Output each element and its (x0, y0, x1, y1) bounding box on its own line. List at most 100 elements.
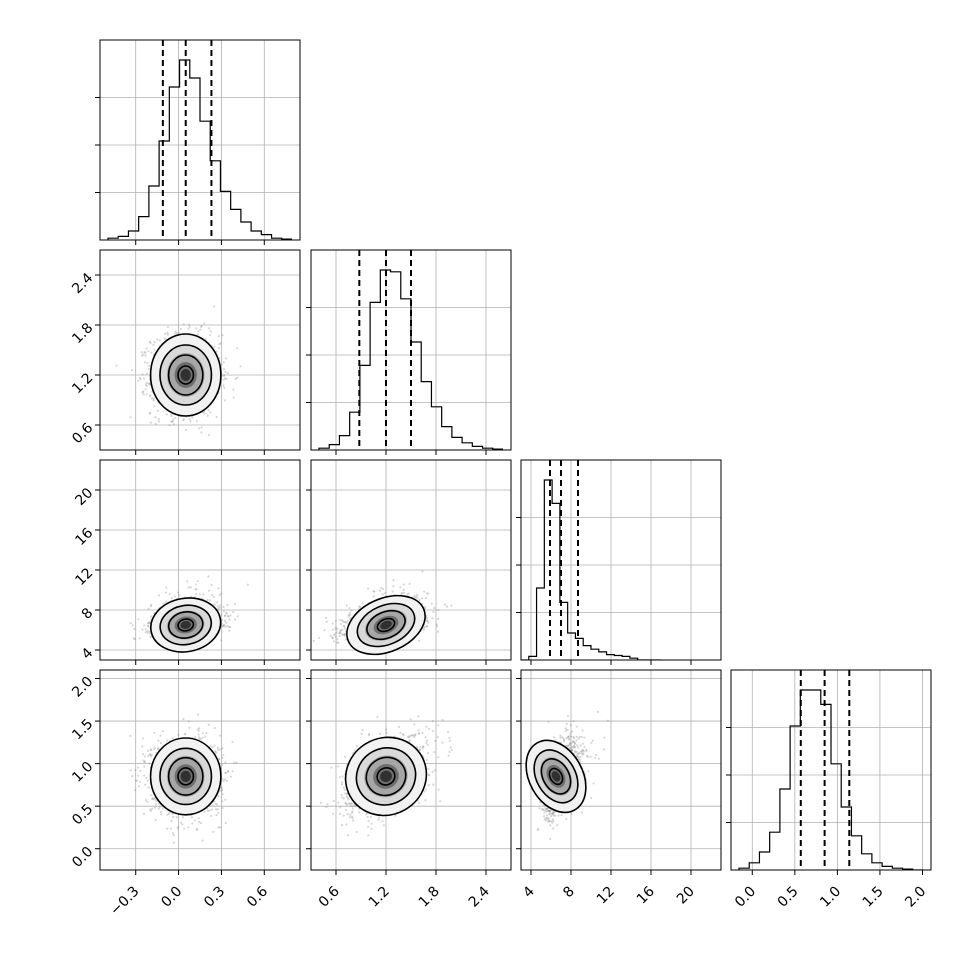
sample-point (221, 618, 224, 621)
sample-point (232, 396, 235, 399)
sample-point (187, 826, 190, 829)
sample-point (156, 338, 159, 341)
sample-point (226, 615, 230, 618)
sample-point (425, 617, 429, 620)
sample-point (381, 587, 384, 591)
sample-point (224, 821, 227, 825)
sample-point (165, 413, 168, 416)
sample-point (436, 630, 440, 633)
sample-point (415, 595, 418, 598)
sample-point (145, 393, 148, 396)
sample-point (142, 353, 145, 356)
sample-point (157, 594, 160, 597)
sample-point (196, 728, 199, 731)
sample-point (149, 748, 153, 752)
sample-point (445, 605, 449, 608)
sample-point (181, 816, 185, 819)
sample-point (208, 327, 211, 330)
sample-point (335, 631, 338, 634)
sample-point (149, 605, 153, 608)
sample-point (338, 631, 341, 635)
sample-point (201, 732, 204, 735)
sample-point (331, 636, 335, 640)
sample-point (224, 377, 227, 380)
contour-3 (177, 618, 195, 632)
sample-point (217, 826, 220, 829)
sample-point (425, 625, 428, 628)
sample-point (332, 633, 336, 637)
sample-point (144, 798, 148, 802)
sample-point (166, 813, 169, 816)
sample-point (341, 620, 344, 623)
sample-point (170, 420, 173, 423)
sample-point (203, 322, 206, 325)
sample-point (348, 607, 351, 610)
sample-point (170, 415, 173, 418)
sample-point (218, 606, 221, 609)
sample-point (172, 816, 175, 819)
sample-point (215, 814, 218, 817)
sample-point (194, 583, 198, 586)
sample-point (206, 598, 209, 602)
sample-point (157, 739, 160, 742)
sample-point (426, 625, 429, 628)
sample-point (361, 602, 364, 605)
sample-point (129, 622, 132, 625)
sample-point (219, 748, 222, 751)
sample-point (189, 420, 192, 423)
sample-point (349, 611, 352, 615)
sample-point (423, 605, 426, 609)
sample-point (347, 613, 350, 616)
scatter-panel-1-0: 0.61.21.82.4 (69, 249, 301, 455)
sample-point (218, 343, 221, 346)
sample-point (145, 384, 148, 388)
sample-point (206, 414, 209, 417)
sample-point (166, 331, 169, 334)
sample-point (138, 637, 141, 640)
sample-point (218, 593, 221, 597)
sample-point (152, 798, 155, 801)
sample-point (418, 598, 421, 601)
sample-point (188, 325, 191, 328)
sample-point (172, 423, 175, 426)
sample-point (197, 729, 200, 733)
contour-1 (159, 344, 213, 406)
sample-point (157, 420, 160, 423)
sample-point (341, 628, 344, 631)
sample-point (141, 745, 144, 748)
sample-point (222, 368, 226, 371)
sample-point (334, 619, 337, 623)
sample-point (212, 595, 215, 598)
sample-point (343, 620, 346, 624)
sample-point (157, 807, 161, 810)
sample-point (232, 610, 235, 614)
sample-point (217, 587, 220, 590)
sample-point (220, 592, 223, 595)
contour-1 (159, 604, 213, 646)
sample-point (399, 586, 402, 589)
sample-point (148, 383, 151, 386)
sample-point (421, 597, 424, 600)
sample-point (239, 365, 242, 368)
sample-point (437, 609, 440, 612)
sample-point (217, 811, 220, 814)
sample-point (141, 373, 144, 376)
density-level-4 (380, 620, 392, 630)
sample-point (146, 629, 149, 633)
scatter-panel-3-0: −0.3 0.0 0.3 0.60.00.51.01.52.0 (69, 669, 301, 919)
sample-point (158, 805, 161, 809)
sample-point (131, 775, 134, 778)
sample-point (198, 427, 201, 430)
sample-point (209, 411, 212, 414)
sample-point (182, 827, 186, 830)
sample-point (400, 592, 403, 595)
sample-point (343, 632, 346, 636)
sample-point (318, 636, 321, 639)
sample-point (224, 357, 228, 360)
sample-point (424, 607, 427, 610)
contour-0 (346, 594, 426, 656)
sample-point (143, 351, 146, 354)
sample-point (195, 420, 199, 423)
sample-point (217, 346, 221, 350)
sample-point (226, 371, 229, 375)
